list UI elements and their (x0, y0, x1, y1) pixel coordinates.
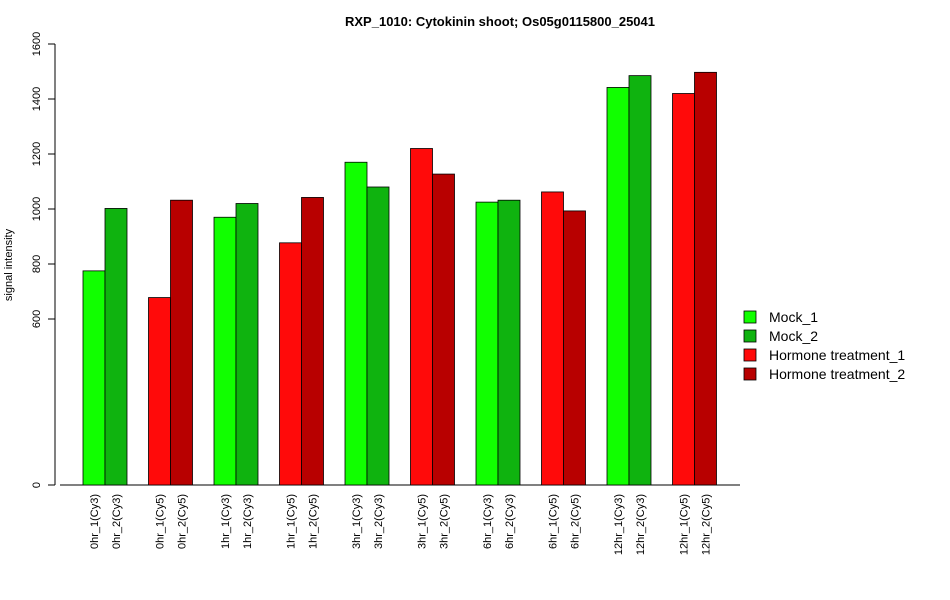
legend-label: Hormone treatment_1 (769, 347, 905, 363)
bar (432, 173, 455, 486)
x-tick-label: 0hr_1(Cy5) (155, 494, 167, 549)
legend: Mock_1 Mock_2 Hormone treatment_1 Hormone t… (743, 309, 905, 382)
x-tick-label: 6hr_2(Cy3) (504, 494, 516, 549)
x-tick-label: 3hr_1(Cy3) (351, 494, 363, 549)
bar (366, 186, 390, 486)
bar (672, 93, 695, 486)
bar (410, 148, 433, 486)
x-tick-label: 0hr_2(Cy3) (111, 494, 123, 549)
bar (541, 191, 564, 486)
bar (170, 199, 193, 486)
x-tick-label: 0hr_2(Cy5) (177, 494, 189, 549)
legend-swatch (743, 348, 757, 362)
bar (279, 242, 302, 486)
bar (344, 161, 368, 486)
bar (694, 71, 717, 486)
bar (148, 297, 171, 486)
bar (213, 216, 237, 486)
legend-label: Mock_1 (769, 309, 818, 325)
y-tick-label: 1400 (31, 87, 43, 111)
x-tick-label: 12hr_2(Cy3) (635, 494, 647, 555)
y-tick-label: 1200 (31, 142, 43, 166)
legend-label: Mock_2 (769, 328, 818, 344)
x-tick-label: 1hr_1(Cy3) (220, 494, 232, 549)
y-axis-label: signal intensity (3, 228, 15, 301)
x-tick-label: 1hr_2(Cy5) (308, 494, 320, 549)
legend-swatch (743, 310, 757, 324)
y-axis: 0 600 800 1000 1200 1400 1600 (31, 32, 56, 488)
bar (235, 203, 259, 486)
x-tick-label: 1hr_2(Cy3) (242, 494, 254, 549)
bar (497, 199, 521, 486)
x-tick-label: 3hr_1(Cy5) (417, 494, 429, 549)
x-tick-label: 12hr_1(Cy3) (613, 494, 625, 555)
x-tick-labels: 0hr_1(Cy3) 0hr_2(Cy3) 0hr_1(Cy5) 0hr_2(Cy5)… (89, 494, 713, 555)
bars-group (82, 71, 717, 486)
x-tick-label: 12hr_2(Cy5) (701, 494, 713, 555)
x-tick-label: 12hr_1(Cy5) (679, 494, 691, 555)
x-tick-label: 6hr_1(Cy5) (548, 494, 560, 549)
x-tick-label: 0hr_1(Cy3) (89, 494, 101, 549)
legend-swatch (743, 329, 757, 343)
y-tick-label: 600 (31, 310, 43, 328)
x-tick-label: 6hr_2(Cy5) (570, 494, 582, 549)
y-tick-label: 0 (31, 482, 43, 488)
legend-swatch (743, 367, 757, 381)
x-tick-label: 6hr_1(Cy3) (482, 494, 494, 549)
bar (606, 87, 630, 486)
x-tick-label: 3hr_2(Cy5) (439, 494, 451, 549)
y-tick-label: 1600 (31, 32, 43, 56)
legend-label: Hormone treatment_2 (769, 366, 905, 382)
bar (628, 75, 652, 486)
x-tick-label: 3hr_2(Cy3) (373, 494, 385, 549)
bar (82, 270, 106, 486)
y-tick-label: 800 (31, 255, 43, 273)
bar (563, 210, 586, 486)
bar (301, 197, 324, 486)
y-tick-label: 1000 (31, 197, 43, 221)
chart-title: RXP_1010: Cytokinin shoot; Os05g0115800_… (345, 14, 655, 29)
bar (104, 208, 128, 486)
x-tick-label: 1hr_1(Cy5) (286, 494, 298, 549)
bar (475, 201, 499, 486)
